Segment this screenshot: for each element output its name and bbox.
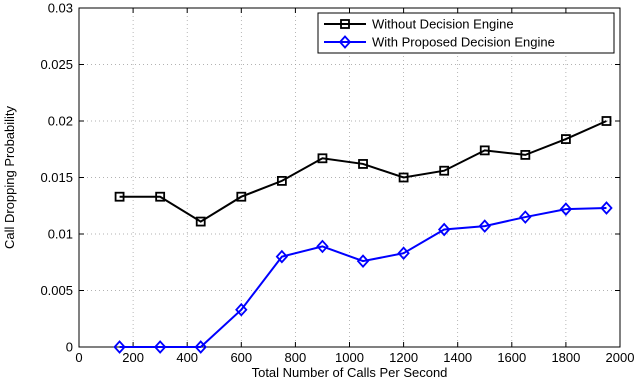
legend-marker bbox=[338, 35, 352, 49]
series-line bbox=[119, 120, 607, 223]
data-point bbox=[561, 134, 571, 144]
data-point bbox=[195, 216, 206, 227]
legend-label: Without Decision Engine bbox=[372, 17, 514, 32]
series-2 bbox=[113, 201, 613, 354]
grid bbox=[79, 8, 620, 347]
y-tick-label: 0 bbox=[66, 340, 73, 355]
data-point bbox=[519, 210, 532, 224]
x-tick-label: 1800 bbox=[551, 350, 580, 365]
data-point bbox=[479, 145, 490, 156]
axis-ticks: 0 200 400 600 800 1000 1200 1400 1600 1800 2000 0 0.… bbox=[40, 1, 634, 366]
x-tick-label: 1000 bbox=[335, 350, 364, 365]
data-point bbox=[153, 340, 167, 354]
data-point bbox=[601, 116, 612, 126]
data-point bbox=[398, 172, 409, 183]
data-point bbox=[437, 222, 451, 237]
data-point bbox=[236, 191, 247, 202]
data-point bbox=[397, 246, 410, 261]
data-point bbox=[235, 302, 248, 317]
data-point bbox=[317, 153, 328, 164]
legend-label: With Proposed Decision Engine bbox=[372, 35, 555, 50]
legend-box bbox=[317, 12, 615, 54]
y-tick-label: 0.01 bbox=[48, 227, 73, 242]
y-tick-label: 0.015 bbox=[40, 170, 73, 185]
data-point bbox=[194, 340, 207, 354]
data-point bbox=[316, 239, 329, 254]
x-tick-label: 1400 bbox=[443, 350, 472, 365]
data-point bbox=[275, 249, 289, 264]
data-point bbox=[600, 201, 613, 215]
x-tick-label: 400 bbox=[176, 350, 198, 365]
data-point bbox=[356, 254, 370, 268]
legend: Without Decision Engine With Proposed Dec… bbox=[317, 12, 615, 54]
x-tick-label: 1200 bbox=[389, 350, 418, 365]
x-tick-label: 600 bbox=[230, 350, 252, 365]
series-group bbox=[113, 116, 613, 354]
data-point bbox=[439, 165, 450, 176]
legend-item: Without Decision Engine bbox=[324, 17, 514, 32]
data-point bbox=[155, 191, 166, 202]
x-tick-label: 2000 bbox=[606, 350, 635, 365]
y-tick-label: 0.005 bbox=[40, 283, 73, 298]
data-point bbox=[276, 175, 287, 186]
x-tick-label: 200 bbox=[122, 350, 144, 365]
series-1 bbox=[114, 116, 612, 227]
data-point bbox=[559, 202, 573, 216]
data-point bbox=[358, 159, 368, 169]
series-line bbox=[119, 207, 607, 348]
x-axis-label: Total Number of Calls Per Second bbox=[252, 365, 448, 380]
x-tick-label: 1600 bbox=[497, 350, 526, 365]
legend-item: With Proposed Decision Engine bbox=[324, 35, 555, 50]
legend-marker bbox=[340, 19, 350, 29]
x-tick-label: 0 bbox=[75, 350, 82, 365]
y-axis-label: Call Dropping Probability bbox=[2, 105, 17, 249]
x-tick-label: 800 bbox=[285, 350, 307, 365]
y-tick-label: 0.03 bbox=[48, 1, 73, 16]
data-point bbox=[113, 340, 126, 354]
data-point bbox=[114, 191, 125, 202]
data-point bbox=[478, 219, 491, 233]
y-tick-label: 0.025 bbox=[40, 57, 73, 72]
y-tick-label: 0.02 bbox=[48, 114, 73, 129]
data-point bbox=[520, 149, 531, 160]
